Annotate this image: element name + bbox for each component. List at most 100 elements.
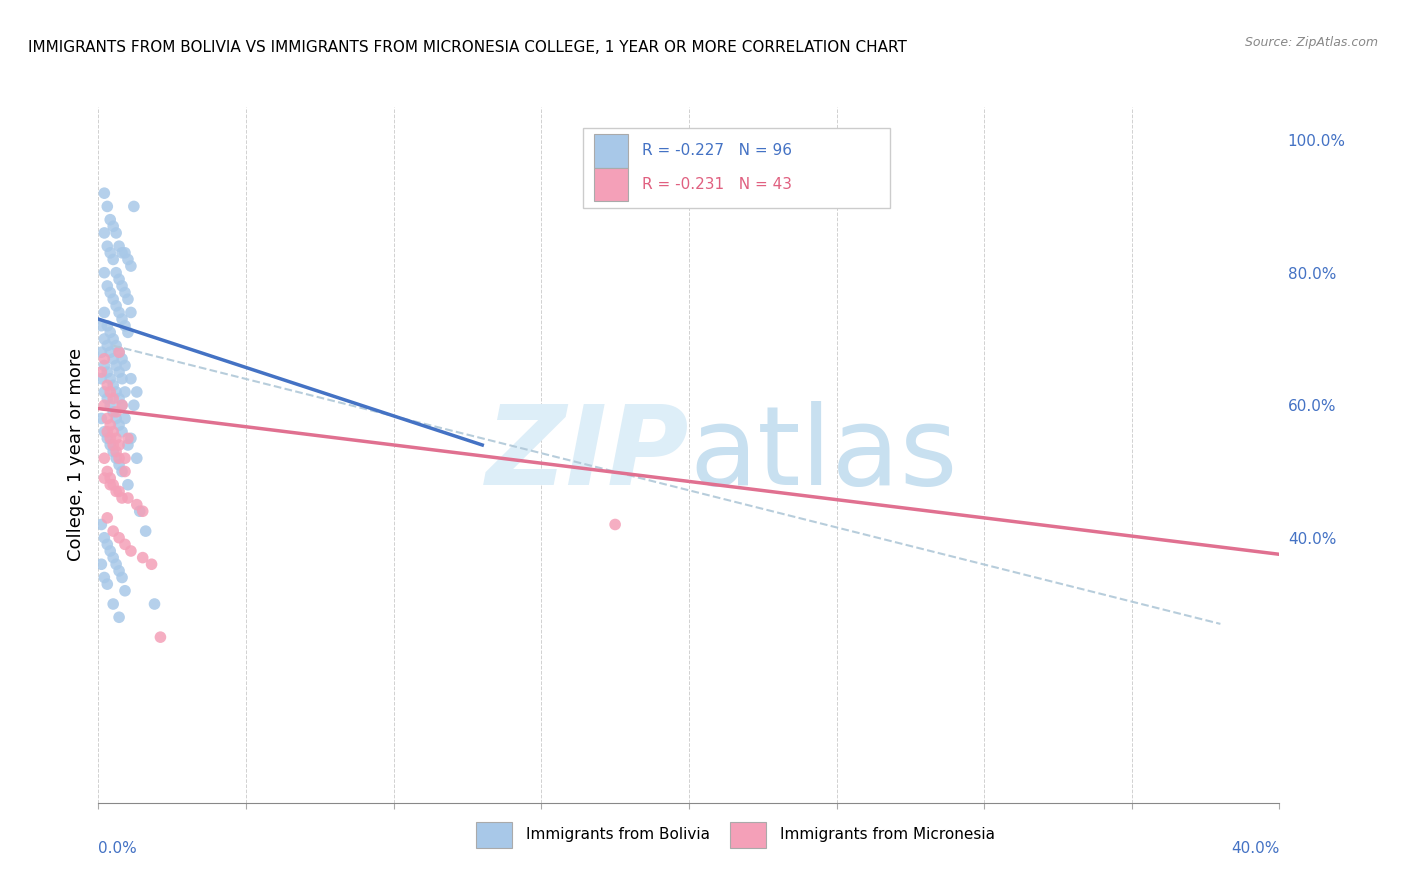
Text: ZIP: ZIP (485, 401, 689, 508)
Point (103, 438, 125, 452)
Point (111, 398, 134, 412)
Point (111, 312, 134, 326)
Point (96, 411, 118, 425)
Point (103, 292, 125, 306)
Point (103, 219, 125, 234)
Point (96, 392, 118, 406)
Text: R = -0.227   N = 96: R = -0.227 N = 96 (641, 144, 792, 159)
Point (98, 398, 121, 412)
Point (120, 544, 142, 558)
Point (105, 359, 128, 373)
Point (103, 477, 125, 491)
Point (105, 431, 128, 445)
Text: atlas: atlas (689, 401, 957, 508)
Point (96, 425, 118, 439)
Point (98, 471, 121, 485)
Point (98, 345, 121, 359)
Point (96, 365, 118, 379)
Point (96, 199, 118, 213)
Point (125, 451, 148, 466)
Point (90, 558, 112, 572)
Point (114, 583, 136, 598)
Point (93, 425, 115, 439)
Point (117, 252, 139, 267)
Point (149, 630, 172, 644)
Point (114, 359, 136, 373)
Point (108, 239, 131, 253)
Point (132, 550, 155, 565)
Point (96, 378, 118, 392)
Point (108, 451, 131, 466)
Point (93, 570, 115, 584)
Point (117, 326, 139, 340)
Point (98, 326, 121, 340)
Point (108, 345, 131, 359)
Point (105, 444, 128, 458)
Point (111, 279, 134, 293)
Point (108, 438, 131, 452)
Point (605, 517, 627, 532)
Point (125, 384, 148, 399)
Point (105, 338, 128, 352)
Point (98, 438, 121, 452)
Point (105, 411, 128, 425)
Point (128, 504, 150, 518)
Point (114, 451, 136, 466)
Point (103, 444, 125, 458)
Point (117, 438, 139, 452)
Point (103, 524, 125, 538)
Point (93, 359, 115, 373)
Point (93, 226, 115, 240)
Point (122, 199, 145, 213)
Point (93, 266, 115, 280)
Point (114, 537, 136, 551)
Point (90, 411, 112, 425)
Point (98, 431, 121, 445)
Point (96, 577, 118, 591)
Point (120, 305, 142, 319)
FancyBboxPatch shape (595, 168, 627, 201)
Point (111, 245, 134, 260)
Point (108, 564, 131, 578)
Point (98, 418, 121, 433)
Point (132, 504, 155, 518)
Text: 0.0%: 0.0% (98, 841, 138, 856)
Point (111, 351, 134, 366)
Point (120, 431, 142, 445)
Point (117, 477, 139, 491)
Point (114, 245, 136, 260)
Point (103, 332, 125, 346)
Point (108, 345, 131, 359)
Point (120, 259, 142, 273)
FancyBboxPatch shape (730, 822, 766, 848)
Point (111, 425, 134, 439)
Point (93, 305, 115, 319)
FancyBboxPatch shape (582, 128, 890, 208)
Point (96, 239, 118, 253)
Point (143, 597, 166, 611)
Point (96, 431, 118, 445)
Point (108, 305, 131, 319)
Point (120, 372, 142, 386)
Point (105, 451, 128, 466)
Point (98, 245, 121, 260)
Point (103, 252, 125, 267)
Text: 40.0%: 40.0% (1232, 841, 1279, 856)
Point (103, 597, 125, 611)
Point (105, 299, 128, 313)
Point (111, 465, 134, 479)
Point (98, 384, 121, 399)
Point (108, 458, 131, 472)
Point (117, 292, 139, 306)
Text: Source: ZipAtlas.com: Source: ZipAtlas.com (1244, 36, 1378, 49)
Point (114, 384, 136, 399)
Point (105, 405, 128, 419)
Point (90, 345, 112, 359)
Point (111, 372, 134, 386)
Point (117, 431, 139, 445)
FancyBboxPatch shape (595, 134, 627, 168)
Point (93, 186, 115, 201)
Point (114, 465, 136, 479)
Point (90, 318, 112, 333)
Point (105, 384, 128, 399)
